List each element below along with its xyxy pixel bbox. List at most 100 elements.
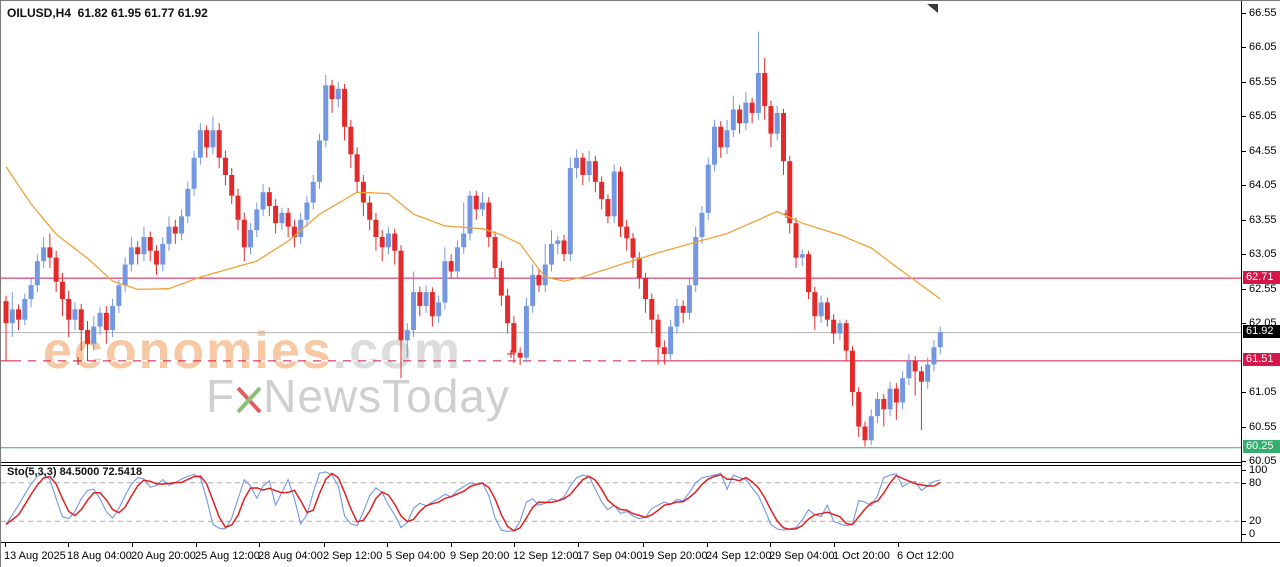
watermark-news-suffix: NewsToday: [263, 370, 510, 422]
candle-body: [448, 261, 454, 272]
time-axis[interactable]: 13 Aug 2025 18 Aug 04:00 20 Aug 20:00 25 Au…: [1, 543, 1280, 567]
candle-body: [661, 347, 667, 355]
price-tick-label: 62.55: [1249, 282, 1277, 295]
candle-body: [260, 192, 266, 210]
price-tick: [1242, 13, 1246, 14]
price-tick-label: 60.05: [1249, 454, 1277, 467]
candle-body: [160, 243, 166, 265]
time-tick: [770, 543, 771, 547]
candle-body: [881, 398, 887, 410]
candle-body: [574, 157, 580, 169]
candle-body: [298, 219, 304, 237]
stochastic-tick-label: 0: [1249, 528, 1256, 540]
candle-body: [392, 233, 398, 251]
candle-body: [166, 226, 172, 244]
candle-body: [241, 219, 247, 248]
stochastic-tick: [1242, 482, 1246, 484]
candle-body: [34, 261, 40, 286]
candle-body: [780, 112, 786, 162]
candle-body: [91, 326, 97, 344]
candle-body: [304, 202, 310, 220]
candle-body: [668, 326, 674, 355]
price-tick: [1242, 460, 1246, 462]
watermark-brand: economies: [43, 322, 333, 380]
price-level-badge-62.71: 62.71: [1243, 270, 1280, 284]
candle-body: [812, 292, 818, 317]
candle-body: [204, 130, 210, 148]
time-tick: [132, 543, 133, 547]
candle-body: [649, 299, 655, 320]
candle-body: [9, 309, 15, 324]
candle-body: [824, 302, 830, 320]
price-tick: [1242, 254, 1246, 256]
candle-body: [724, 130, 730, 148]
time-tick-label: 5 Sep 04:00: [386, 550, 446, 562]
x-cross-icon: [236, 386, 262, 414]
candle-body: [787, 161, 793, 224]
candle-body: [3, 301, 9, 324]
time-tick-label: 17 Sep 04:00: [577, 550, 643, 562]
price-tick: [1242, 185, 1246, 187]
candle-body: [605, 199, 611, 217]
candle-body: [53, 257, 59, 282]
candle-body: [768, 106, 774, 134]
candle-body: [868, 416, 874, 441]
candle-body: [492, 236, 498, 269]
candle-body: [686, 285, 692, 313]
price-tick: [1242, 150, 1246, 152]
candle-body: [523, 305, 529, 358]
candle-body: [530, 274, 536, 306]
candle-body: [317, 140, 322, 182]
candle-body: [59, 281, 65, 300]
chart-shift-triangle-icon[interactable]: [927, 4, 938, 13]
candle-body: [417, 292, 423, 306]
price-tick-label: 65.05: [1249, 110, 1277, 123]
candle-body: [273, 205, 279, 224]
time-tick-label: 19 Sep 20:00: [642, 550, 708, 562]
candle-body: [718, 126, 724, 148]
candle-body: [517, 352, 523, 358]
candle-body: [505, 295, 511, 324]
candle-body: [655, 319, 661, 348]
price-tick-label: 66.05: [1249, 41, 1277, 54]
candle-body: [586, 161, 592, 175]
pane-separator-bottom[interactable]: [1, 465, 1280, 466]
candle-body: [454, 247, 460, 272]
price-tick-label: 63.05: [1249, 248, 1277, 261]
candle-body: [179, 216, 185, 234]
candle-body: [279, 212, 285, 224]
candle-body: [542, 264, 548, 286]
candle-body: [486, 202, 492, 237]
candle-body: [887, 388, 893, 410]
candle-body: [348, 126, 354, 155]
candle-body: [385, 233, 391, 248]
candle-body: [699, 212, 705, 237]
pane-separator-top[interactable]: [1, 462, 1280, 463]
price-axis[interactable]: 66.55 66.05 65.55 65.05 64.55 64.05 63.55 63.05…: [1241, 1, 1280, 542]
candle-body: [548, 243, 554, 265]
candle-body: [498, 268, 504, 296]
candle-body: [467, 195, 473, 234]
candle-body: [235, 195, 241, 220]
candle-body: [793, 223, 799, 258]
moving-average-line: [5, 166, 941, 300]
time-tick-label: 29 Sep 04:00: [769, 550, 835, 562]
time-tick: [5, 543, 6, 547]
candle-body: [818, 302, 824, 317]
stochastic-canvas[interactable]: [1, 466, 1242, 542]
candle-body: [900, 378, 906, 403]
time-tick: [451, 543, 452, 547]
stochastic-tick-label: 100: [1249, 464, 1268, 476]
candle-body: [762, 72, 768, 107]
candle-body: [480, 202, 486, 210]
main-chart-canvas[interactable]: [1, 1, 1242, 462]
candle-body: [611, 171, 617, 217]
candle-body: [367, 202, 373, 220]
candle-body: [122, 264, 128, 286]
price-tick-label: 61.05: [1249, 386, 1277, 399]
candle-body: [536, 274, 542, 286]
candle-body: [567, 168, 573, 255]
candle-body: [737, 109, 743, 124]
candle-body: [128, 247, 134, 265]
